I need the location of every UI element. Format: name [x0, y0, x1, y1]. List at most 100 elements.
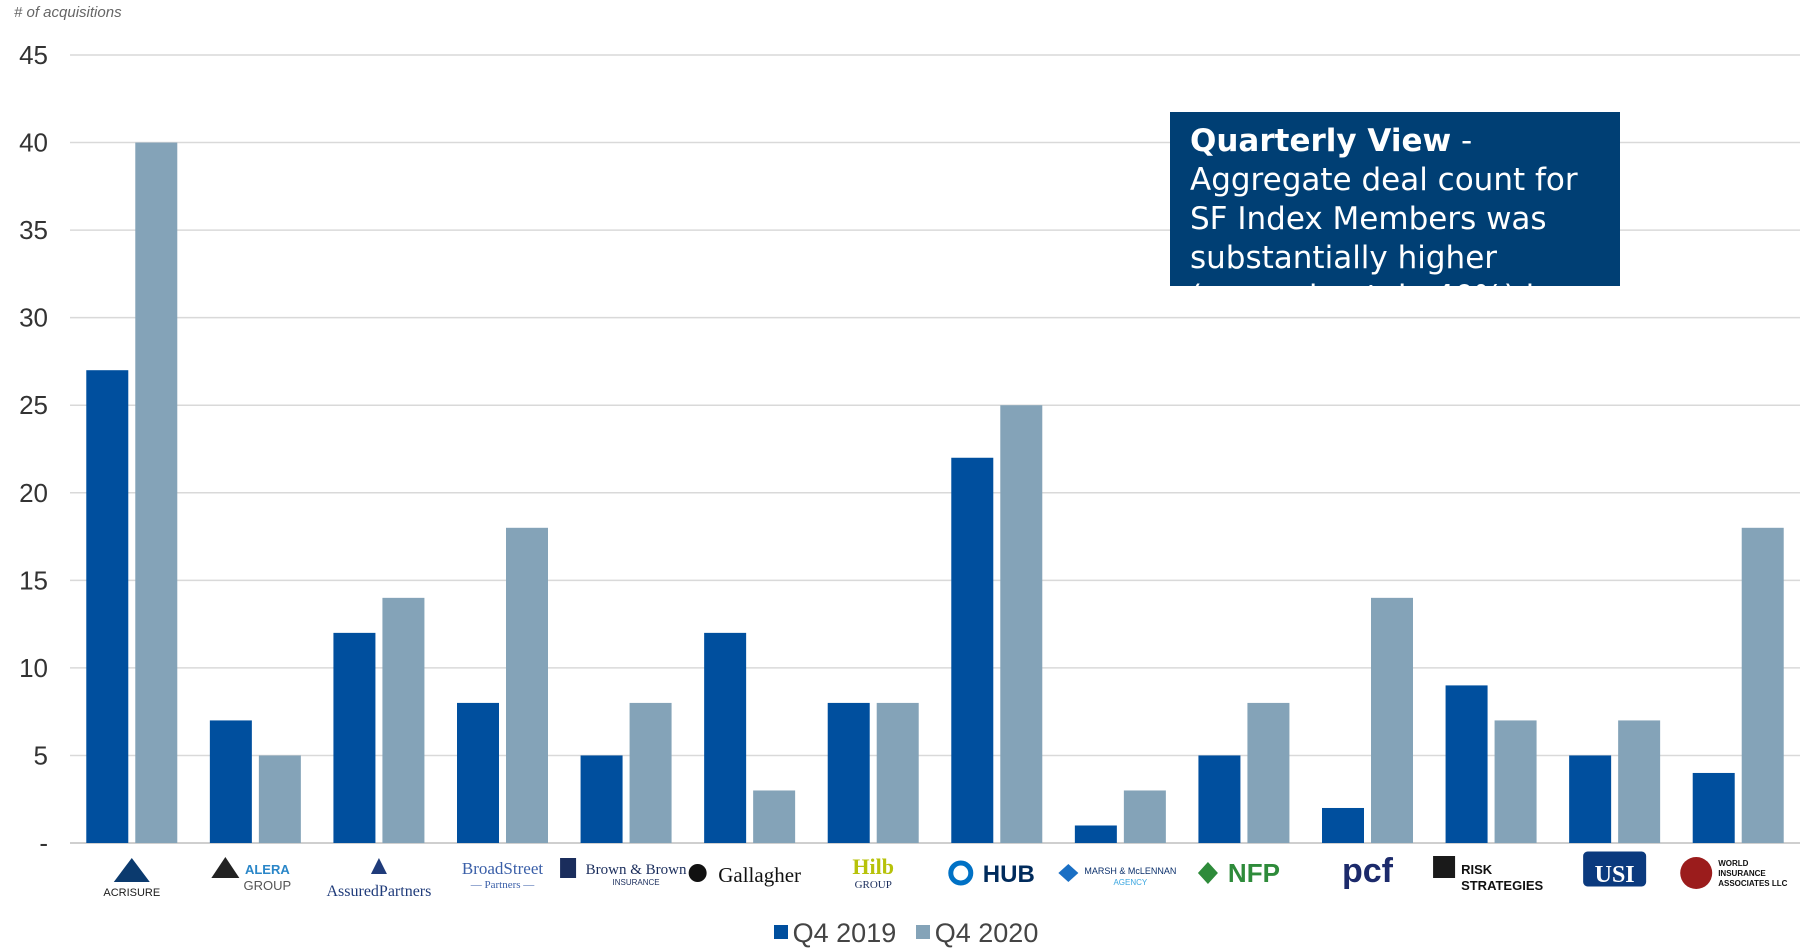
world-logo-icon — [1680, 857, 1713, 889]
acrisure-logo-icon — [113, 858, 150, 882]
y-tick-label: 5 — [34, 740, 48, 770]
bar-q4-2019 — [704, 632, 747, 843]
category-logo-10: pcf — [1342, 852, 1394, 890]
category-logo-text: pcf — [1342, 852, 1394, 890]
callout-text: - Aggregate deal count for SF Index Memb… — [1190, 123, 1594, 354]
y-tick-label: 40 — [19, 128, 48, 158]
bar-q4-2019 — [1445, 685, 1488, 843]
category-logo-text: HUB — [983, 861, 1035, 888]
bar-q4-2020 — [135, 142, 178, 844]
category-logo-text: ASSOCIATES LLC — [1718, 879, 1787, 888]
category-logo-text: INSURANCE — [1718, 869, 1766, 878]
bar-q4-2020 — [1741, 527, 1784, 843]
bar-q4-2020 — [753, 790, 796, 843]
category-logo-2: AssuredPartners — [326, 858, 431, 900]
bar-q4-2020 — [382, 597, 425, 843]
bar-q4-2019 — [951, 457, 994, 843]
category-logo-3: BroadStreet— Partners — — [462, 859, 543, 891]
mma-logo-icon — [1058, 864, 1079, 882]
category-logo-text: Brown & Brown — [586, 862, 687, 878]
legend-item-q4-2019: Q4 2019 — [773, 918, 897, 949]
bar-q4-2019 — [1569, 755, 1612, 843]
gridlines — [70, 54, 1800, 844]
category-logo-text: GROUP — [855, 879, 892, 891]
bar-q4-2019 — [209, 720, 252, 843]
category-logo-text: NFP — [1228, 858, 1280, 888]
y-tick-labels: - 5 10 15 20 25 30 35 40 45 — [19, 40, 48, 858]
bar-q4-2019 — [1074, 825, 1117, 843]
category-logo-9: NFP — [1197, 858, 1280, 888]
bar-q4-2020 — [1000, 405, 1043, 843]
category-logo-12: USI — [1583, 851, 1647, 888]
bar-q4-2019 — [1692, 772, 1735, 843]
bar-q4-2020 — [506, 527, 548, 843]
legend-item-q4-2020: Q4 2020 — [915, 918, 1039, 949]
category-logo-text: AGENCY — [1113, 878, 1147, 887]
y-tick-label: 10 — [19, 653, 48, 683]
quarterly-view-callout: Quarterly View - Aggregate deal count fo… — [1170, 112, 1620, 354]
category-logo-8: MARSH & McLENNAN AGENCY — [1058, 864, 1176, 887]
category-logo-text: Gallagher — [718, 863, 801, 887]
category-logo-text: INSURANCE — [613, 878, 660, 887]
y-tick-label: 25 — [19, 390, 48, 420]
brown-brown-logo-icon — [560, 858, 577, 878]
callout-title: Quarterly View — [1190, 123, 1452, 159]
legend-swatch-q4-2019 — [773, 924, 788, 939]
category-logo-text: RISK — [1461, 862, 1493, 877]
category-logo-text: Hilb — [852, 854, 894, 879]
legend: Q4 2019 Q4 2020 — [0, 918, 1812, 949]
legend-swatch-q4-2020 — [915, 924, 930, 939]
y-tick-label: 35 — [19, 215, 48, 245]
hub-logo-icon — [948, 860, 974, 886]
category-logo-text: MARSH & McLENNAN — [1084, 866, 1176, 876]
bars — [86, 142, 1784, 844]
bar-q4-2019 — [827, 702, 870, 843]
category-logo-text: STRATEGIES — [1461, 878, 1543, 893]
category-logo-text: — Partners — — [470, 879, 536, 891]
y-tick-label: 20 — [19, 478, 48, 508]
category-logo-text: GROUP — [244, 878, 292, 893]
bar-q4-2020 — [629, 702, 672, 843]
category-logo-text: USI — [1595, 862, 1635, 888]
gallagher-logo-icon — [688, 864, 707, 882]
bar-q4-2020 — [1371, 597, 1413, 843]
bar-q4-2019 — [1322, 807, 1364, 843]
bar-q4-2019 — [580, 755, 623, 843]
category-logo-5: Gallagher — [688, 863, 801, 887]
bar-q4-2019 — [86, 370, 129, 843]
bar-q4-2020 — [1123, 790, 1166, 843]
bar-q4-2019 — [333, 632, 376, 843]
legend-label-q4-2019: Q4 2019 — [792, 918, 897, 948]
alera-logo-icon — [211, 857, 240, 878]
category-logo-text: BroadStreet — [462, 859, 543, 878]
y-tick-label: 45 — [19, 40, 48, 70]
category-logo-0: ACRISURE — [103, 858, 160, 899]
y-tick-label: 15 — [19, 565, 48, 595]
bar-q4-2020 — [876, 702, 919, 843]
category-logo-7: HUB — [948, 860, 1035, 888]
y-tick-label: 30 — [19, 303, 48, 333]
assured-partners-logo-icon — [370, 858, 387, 874]
bar-q4-2019 — [457, 702, 499, 843]
bar-q4-2020 — [258, 755, 301, 843]
bar-q4-2020 — [1247, 702, 1290, 843]
category-logo-text: AssuredPartners — [326, 883, 431, 900]
nfp-logo-icon — [1197, 862, 1218, 884]
bar-q4-2020 — [1494, 720, 1537, 843]
usi-logo-icon — [1583, 851, 1647, 887]
category-logo-text: WORLD — [1718, 859, 1748, 868]
y-tick-label: - — [39, 828, 48, 858]
risk-strategies-logo-icon — [1433, 856, 1456, 878]
y-axis-title: # of acquisitions — [14, 4, 122, 21]
bar-q4-2020 — [1618, 720, 1661, 843]
category-logo-text: ACRISURE — [103, 887, 160, 899]
legend-label-q4-2020: Q4 2020 — [934, 918, 1039, 948]
bar-q4-2019 — [1198, 755, 1241, 843]
